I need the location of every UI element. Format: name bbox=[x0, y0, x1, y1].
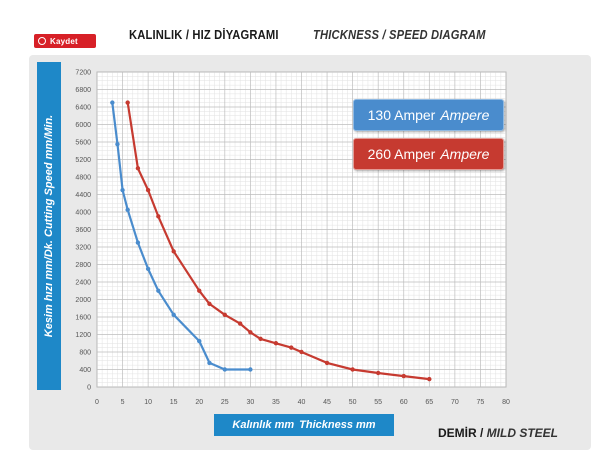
x-tick-label: 55 bbox=[374, 399, 382, 406]
y-tick-label: 0 bbox=[87, 385, 91, 392]
data-point bbox=[197, 288, 202, 293]
data-point bbox=[237, 321, 243, 326]
data-point bbox=[222, 312, 228, 318]
legend-130-amper: 130 Amper Ampere bbox=[353, 99, 504, 131]
series-1 bbox=[110, 100, 253, 372]
y-tick-label: 2400 bbox=[75, 280, 91, 287]
data-point bbox=[207, 301, 212, 307]
x-tick-label: 30 bbox=[246, 399, 254, 406]
x-tick-label: 75 bbox=[477, 399, 485, 406]
x-tick-label: 35 bbox=[272, 399, 280, 406]
data-point bbox=[207, 360, 212, 366]
data-point bbox=[248, 330, 253, 335]
y-axis-label: Kesim hızı mm/Dk. Cutting Speed mm/Min. bbox=[43, 114, 56, 338]
x-tick-label: 70 bbox=[451, 399, 459, 406]
x-tick-label: 65 bbox=[425, 399, 433, 406]
data-point bbox=[171, 312, 176, 318]
y-tick-label: 4400 bbox=[75, 192, 91, 199]
data-point bbox=[171, 249, 176, 254]
y-tick-label: 1600 bbox=[75, 315, 91, 322]
page-title: KALINLIK / HIZ DİYAGRAMI THICKNESS / SPE… bbox=[129, 27, 485, 42]
data-point bbox=[248, 367, 253, 372]
y-tick-label: 1200 bbox=[75, 332, 91, 339]
y-axis-label-box: Kesim hızı mm/Dk. Cutting Speed mm/Min. bbox=[37, 62, 61, 390]
y-tick-label: 2800 bbox=[75, 262, 91, 269]
registered-icon bbox=[38, 37, 46, 45]
legend-130-label: Ampere bbox=[440, 107, 490, 123]
y-tick-label: 800 bbox=[79, 350, 91, 357]
material-label: DEMİR / MILD STEEL bbox=[438, 426, 558, 440]
y-tick-label: 6000 bbox=[75, 122, 91, 129]
y-tick-label: 2000 bbox=[75, 297, 91, 304]
data-point bbox=[110, 100, 115, 105]
x-tick-label: 60 bbox=[400, 399, 408, 406]
title-turkish: KALINLIK / HIZ DİYAGRAMI bbox=[129, 27, 279, 42]
data-point bbox=[120, 187, 125, 193]
x-tick-label: 25 bbox=[221, 399, 229, 406]
data-point bbox=[125, 100, 130, 105]
data-point bbox=[258, 336, 263, 342]
data-point bbox=[145, 266, 151, 272]
data-point bbox=[401, 373, 406, 379]
data-point bbox=[115, 141, 120, 147]
x-tick-label: 10 bbox=[144, 399, 152, 406]
data-point bbox=[156, 214, 161, 219]
legend-260-unit: 260 Amper bbox=[367, 146, 436, 162]
material-english: MILD STEEL bbox=[486, 426, 559, 440]
x-tick-label: 40 bbox=[298, 399, 306, 406]
y-tick-label: 6400 bbox=[75, 105, 91, 112]
data-point bbox=[222, 367, 228, 372]
legend-130-unit: 130 Amper bbox=[367, 107, 436, 123]
material-turkish: DEMİR / bbox=[438, 426, 487, 440]
data-point bbox=[375, 370, 381, 376]
y-tick-label: 5600 bbox=[75, 140, 91, 147]
x-tick-label: 5 bbox=[121, 399, 125, 406]
x-tick-label: 50 bbox=[349, 399, 357, 406]
data-point bbox=[197, 338, 202, 344]
y-tick-label: 4000 bbox=[75, 210, 91, 217]
data-point bbox=[299, 349, 304, 355]
data-point bbox=[289, 345, 294, 350]
brand-badge: Kaydet bbox=[34, 34, 96, 48]
data-point bbox=[135, 166, 141, 171]
data-point bbox=[135, 240, 141, 245]
y-tick-label: 400 bbox=[79, 367, 91, 374]
x-tick-label: 15 bbox=[170, 399, 178, 406]
data-point bbox=[156, 288, 161, 293]
y-tick-label: 4800 bbox=[75, 175, 91, 182]
brand-name: Kaydet bbox=[50, 36, 78, 46]
y-tick-label: 6800 bbox=[75, 87, 91, 94]
series-2 bbox=[125, 100, 432, 382]
legend-260-amper: 260 Amper Ampere bbox=[353, 138, 504, 170]
data-point bbox=[273, 341, 279, 346]
x-tick-label: 80 bbox=[502, 399, 510, 406]
x-axis-label-english: Thickness mm bbox=[299, 419, 376, 431]
data-point bbox=[324, 360, 330, 366]
y-tick-label: 3200 bbox=[75, 245, 91, 252]
grid-group bbox=[96, 71, 507, 388]
legend-260-label: Ampere bbox=[440, 146, 490, 162]
y-tick-label: 5200 bbox=[75, 157, 91, 164]
y-tick-label: 3600 bbox=[75, 227, 91, 234]
y-tick-label: 7200 bbox=[75, 70, 91, 77]
data-point bbox=[125, 207, 130, 213]
x-axis-label-box: Kalınlık mm Thickness mm bbox=[214, 414, 394, 436]
series-line bbox=[111, 102, 251, 371]
data-point bbox=[350, 367, 355, 372]
data-point bbox=[427, 376, 432, 382]
data-point bbox=[145, 187, 151, 193]
x-tick-label: 0 bbox=[95, 399, 99, 406]
title-english: THICKNESS / SPEED DIAGRAM bbox=[313, 27, 486, 42]
x-axis-label-turkish: Kalınlık mm bbox=[232, 419, 295, 431]
x-tick-label: 45 bbox=[323, 399, 331, 406]
x-tick-label: 20 bbox=[195, 399, 203, 406]
